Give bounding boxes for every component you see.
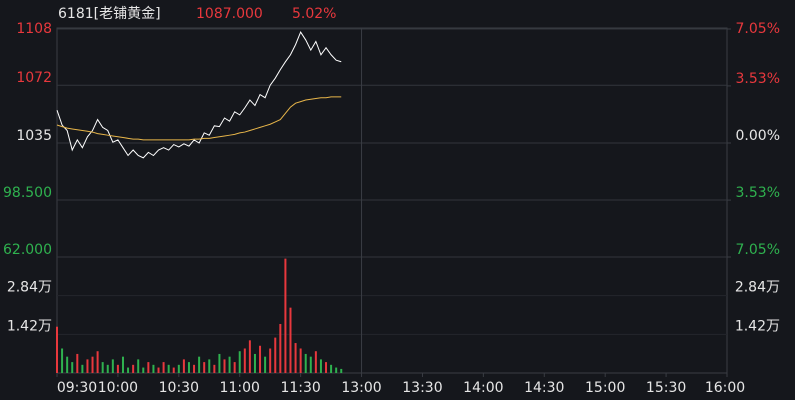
x-tick-label: 15:30: [646, 380, 686, 396]
volume-bar: [56, 326, 58, 373]
volume-bar: [157, 367, 160, 373]
volume-bar: [304, 353, 307, 373]
price-line: [56, 31, 342, 159]
y2-tick-label: 3.53%: [736, 71, 780, 87]
x-tick-label: 13:00: [341, 380, 381, 396]
x-tick-label: 14:30: [524, 380, 564, 396]
volume-bar: [172, 367, 175, 373]
y-tick-label: 1035: [16, 128, 52, 144]
volume-bar: [91, 356, 94, 373]
volume-bar: [294, 343, 297, 373]
volume-bar: [330, 364, 333, 373]
volume-bar: [177, 364, 180, 373]
volume-bar: [243, 348, 246, 373]
volume-bar: [121, 356, 124, 373]
x-tick-label: 10:30: [159, 380, 199, 396]
volume-bar: [269, 348, 272, 373]
volume-bar: [101, 362, 104, 373]
volume-bar: [274, 337, 277, 373]
volume-bar: [319, 359, 322, 373]
y-tick-label: 1072: [16, 70, 52, 86]
x-tick-label: 11:30: [280, 380, 320, 396]
volume-bar: [264, 356, 267, 373]
volume-bar: [152, 364, 155, 373]
volume-bar: [66, 356, 69, 373]
last-price: 1087.000: [196, 6, 263, 22]
volume-bar: [142, 367, 145, 373]
volume-bar: [228, 356, 231, 373]
volume-bar: [314, 351, 317, 373]
volume-bar: [198, 356, 201, 373]
y-tick-label: 62.000: [3, 242, 52, 258]
x-tick-label: 14:00: [463, 380, 503, 396]
volume-bar: [238, 351, 241, 373]
x-tick-label: 13:30: [402, 380, 442, 396]
x-tick-label: 16:00: [705, 380, 745, 396]
volume-tick-label: 2.84万: [7, 280, 52, 296]
y-tick-label: 1108: [16, 21, 52, 37]
volume-tick-label-right: 1.42万: [735, 318, 780, 334]
volume-bar: [147, 362, 150, 373]
x-tick-label: 15:00: [585, 380, 625, 396]
volume-bar: [223, 359, 226, 373]
price-line: [56, 96, 342, 141]
volume-bar: [106, 364, 109, 373]
volume-bar: [340, 368, 343, 373]
volume-bar: [132, 364, 135, 373]
volume-bar: [233, 362, 236, 373]
y-tick-label: 98.500: [3, 185, 52, 201]
y2-tick-label: 7.05%: [736, 21, 780, 37]
volume-bar: [187, 362, 190, 373]
volume-bar: [71, 362, 74, 373]
volume-bar: [299, 348, 302, 373]
volume-bar: [137, 359, 140, 373]
volume-tick-label-right: 2.84万: [735, 280, 780, 296]
volume-bar: [203, 362, 206, 373]
volume-bar: [253, 353, 256, 373]
volume-bar: [167, 364, 170, 373]
volume-bar: [116, 364, 119, 373]
volume-bar: [86, 359, 89, 373]
volume-bar: [96, 351, 99, 373]
volume-bar: [279, 323, 282, 373]
volume-bar: [182, 359, 185, 373]
volume-bar: [289, 307, 292, 373]
x-tick-label: 11:00: [220, 380, 260, 396]
volume-bar: [61, 348, 64, 373]
volume-bar: [248, 340, 251, 373]
x-tick-label: 09:30: [57, 380, 97, 396]
stock-code: 6181[老铺黄金]: [58, 5, 161, 22]
x-tick-label: 10:00: [98, 380, 138, 396]
volume-bar: [259, 345, 262, 373]
volume-bar: [218, 353, 221, 373]
volume-bar: [208, 359, 211, 373]
y2-tick-label: 7.05%: [736, 242, 780, 258]
volume-bar: [76, 353, 79, 373]
volume-bar: [127, 367, 130, 373]
volume-bar: [213, 364, 216, 373]
volume-bar: [284, 258, 287, 373]
change: 5.02%: [292, 6, 336, 22]
volume-bar: [111, 359, 114, 373]
volume-bar: [81, 364, 84, 373]
y2-tick-label: 3.53%: [736, 185, 780, 201]
volume-bar: [162, 362, 165, 373]
volume-bar: [193, 364, 196, 373]
volume-bar: [325, 362, 328, 373]
y2-tick-label: 0.00%: [736, 128, 780, 144]
volume-tick-label: 1.42万: [7, 318, 52, 334]
volume-bar: [309, 356, 312, 373]
volume-bar: [335, 367, 338, 373]
